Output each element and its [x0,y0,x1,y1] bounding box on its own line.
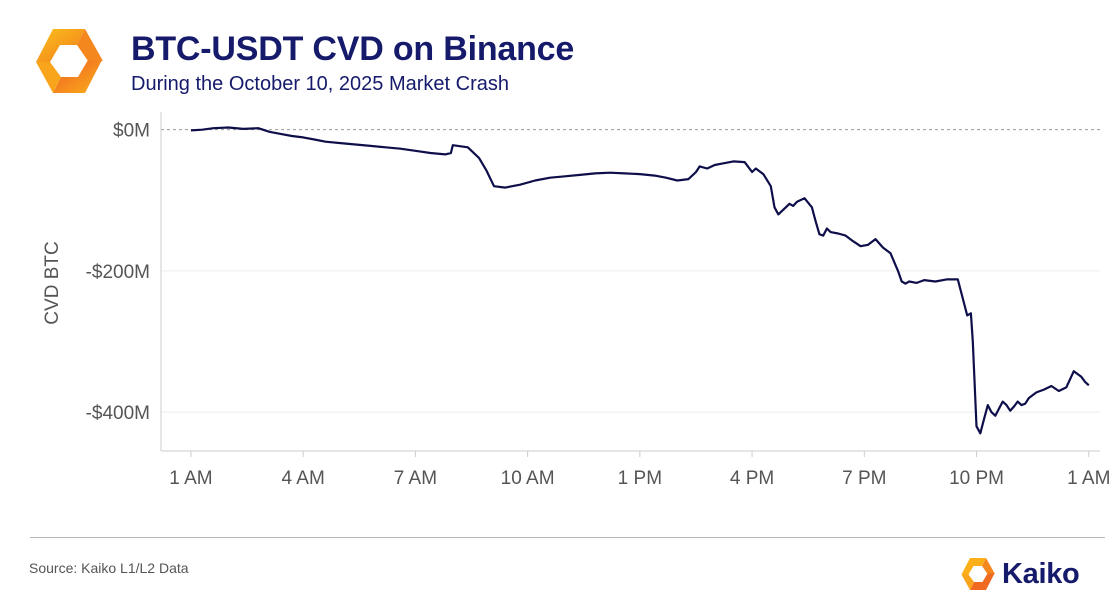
brand-wordmark: Kaiko [1002,557,1080,590]
y-axis-ticks: $0M -$200M -$400M [86,121,150,425]
x-tick-label: 10 PM [949,468,1004,489]
x-tick-label: 4 PM [730,468,774,489]
x-axis-ticks: 1 AM 4 AM 7 AM 10 AM 1 PM 4 PM 7 PM 10 PM 1 AM [169,451,1110,489]
y-axis-label: CVD BTC [42,241,63,324]
x-tick-label: 7 AM [394,468,437,489]
kaiko-small-logo-icon [961,558,995,590]
cvd-series-line [190,126,1090,435]
x-tick-label: 4 AM [282,468,325,489]
kaiko-logo-icon [36,29,103,93]
y-tick-label: -$200M [86,262,150,283]
x-tick-label: 7 PM [842,468,886,489]
y-tick-label: $0M [113,121,150,142]
cvd-line-chart: $0M -$200M -$400M 1 AM 4 AM 7 AM 10 AM 1 PM 4 P… [42,112,1110,489]
x-tick-label: 1 AM [169,468,212,489]
footer-divider [30,537,1105,538]
x-tick-label: 1 PM [618,468,662,489]
x-tick-label: 1 AM [1067,468,1110,489]
grid-lines [161,270,1100,413]
x-tick-label: 10 AM [501,468,555,489]
kaiko-brand: Kaiko [960,556,1080,592]
source-note: Source: Kaiko L1/L2 Data [29,560,189,576]
y-tick-label: -$400M [86,403,150,424]
chart-title: BTC-USDT CVD on Binance [131,30,575,68]
chart-subtitle: During the October 10, 2025 Market Crash [131,73,509,95]
